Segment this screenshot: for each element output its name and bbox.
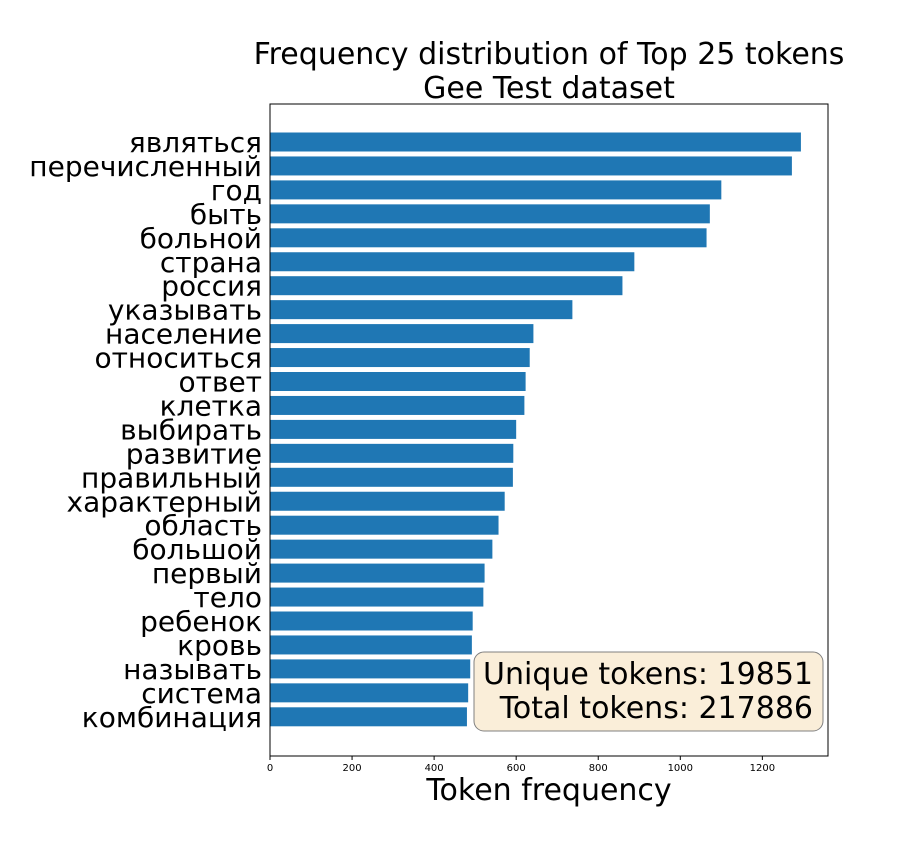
bar <box>270 587 484 607</box>
category-label: область <box>144 509 262 542</box>
bar <box>270 204 710 224</box>
bar <box>270 180 722 200</box>
bar <box>270 395 525 415</box>
bar <box>270 683 469 703</box>
bar <box>270 156 792 176</box>
category-label: быть <box>190 198 262 231</box>
category-label: правильный <box>81 461 262 494</box>
unique-tokens-text: Unique tokens: 19851 <box>483 657 813 692</box>
plot-frame <box>269 103 829 757</box>
category-label: страна <box>160 246 262 279</box>
x-tick-label: 0 <box>267 763 273 774</box>
category-label: россия <box>161 270 262 303</box>
bar <box>270 276 623 296</box>
bar <box>270 467 513 487</box>
bar <box>270 707 467 727</box>
category-label: указывать <box>108 294 262 327</box>
bar <box>270 443 514 463</box>
stats-box: Unique tokens: 19851 Total tokens: 21788… <box>473 651 824 732</box>
category-label: больной <box>140 222 262 255</box>
x-tick-label: 1000 <box>668 763 693 774</box>
bar <box>270 659 471 679</box>
bar <box>270 300 573 320</box>
bar <box>270 539 493 559</box>
bar <box>270 611 473 631</box>
x-tick-label: 1200 <box>750 763 775 774</box>
bar <box>270 252 635 272</box>
category-label: тело <box>193 581 262 614</box>
total-tokens-text: Total tokens: 217886 <box>499 691 813 726</box>
bar <box>270 563 485 583</box>
category-label: клетка <box>160 389 262 422</box>
bar <box>270 348 530 368</box>
category-label: являться <box>129 126 262 159</box>
category-label: первый <box>152 557 262 590</box>
category-label: развитие <box>126 437 262 470</box>
category-label: выбирать <box>120 413 262 446</box>
category-label: ответ <box>179 366 262 399</box>
x-tick-label: 200 <box>343 763 362 774</box>
x-axis-label: Token frequency <box>425 773 671 808</box>
category-label: характерный <box>67 485 263 518</box>
bar <box>270 228 707 248</box>
category-label: называть <box>123 653 262 686</box>
category-label: год <box>211 174 262 207</box>
x-tick-label: 800 <box>589 763 608 774</box>
category-label: население <box>105 318 262 351</box>
bar <box>270 324 534 344</box>
category-label: большой <box>132 533 262 566</box>
x-axis-ticks: 0 200 400 600 800 1000 1200 <box>267 756 775 774</box>
category-label: кровь <box>177 629 262 662</box>
stats-box-background <box>473 651 824 732</box>
bar <box>270 491 505 511</box>
bar <box>270 635 472 655</box>
bar <box>270 372 526 391</box>
category-label: относиться <box>94 342 262 375</box>
x-tick-label: 600 <box>507 763 526 774</box>
category-label: система <box>141 677 262 710</box>
category-label: перечисленный <box>29 150 262 183</box>
bar <box>270 515 499 535</box>
bars-group <box>270 132 801 727</box>
category-label: ребенок <box>140 605 262 638</box>
bar <box>270 132 801 152</box>
category-labels: являтьсяперечисленныйгодбытьбольнойстран… <box>29 126 262 734</box>
chart-subtitle: Gee Test dataset <box>423 71 675 106</box>
category-label: комбинация <box>82 701 262 734</box>
bar <box>270 419 517 439</box>
chart-title: Frequency distribution of Top 25 tokens <box>254 37 845 72</box>
x-tick-label: 400 <box>425 763 444 774</box>
